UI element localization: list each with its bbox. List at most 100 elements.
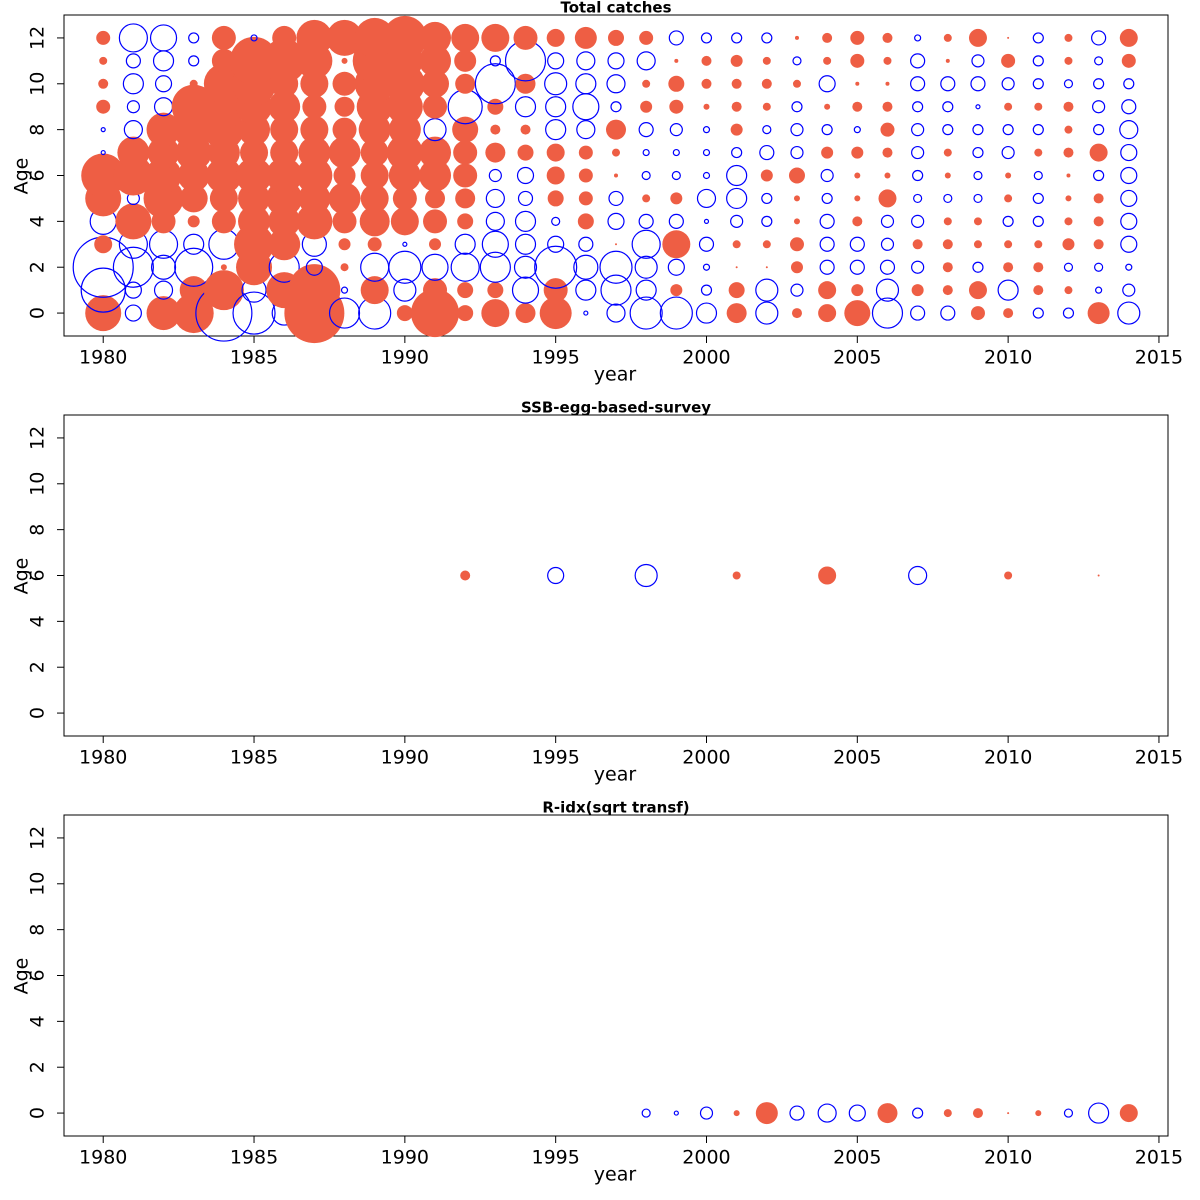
positive-bubble — [266, 157, 303, 194]
negative-bubble — [1032, 55, 1044, 67]
negative-bubble — [702, 171, 711, 180]
y-tick-label: 12 — [27, 26, 49, 50]
y-tick-label: 6 — [27, 569, 49, 581]
positive-bubble — [81, 153, 126, 198]
positive-bubble — [1087, 302, 1110, 325]
negative-bubble — [698, 236, 715, 252]
positive-bubble — [578, 191, 593, 206]
negative-bubble — [911, 214, 925, 228]
positive-bubble — [452, 116, 479, 143]
negative-bubble — [667, 258, 685, 276]
negative-bubble — [250, 34, 258, 42]
negative-bubble — [880, 214, 895, 228]
positive-bubble — [1093, 193, 1104, 204]
negative-bubble — [755, 301, 779, 325]
positive-bubble — [640, 100, 653, 113]
negative-bubble — [1093, 169, 1105, 182]
negative-bubble — [1095, 286, 1103, 294]
positive-bubble — [1089, 143, 1108, 162]
negative-bubble — [659, 296, 693, 330]
positive-bubble — [882, 101, 893, 112]
positive-bubble — [882, 32, 893, 43]
negative-bubble — [154, 75, 173, 93]
positive-bubble — [1033, 285, 1044, 296]
y-tick-label: 6 — [27, 969, 49, 981]
x-tick-label: 2000 — [682, 747, 730, 769]
negative-bubble — [572, 93, 600, 121]
positive-bubble — [543, 278, 568, 303]
negative-bubble — [761, 32, 773, 44]
positive-bubble — [762, 240, 771, 249]
negative-bubble — [635, 279, 657, 301]
positive-bubble — [1007, 36, 1010, 39]
negative-bubble — [908, 565, 928, 586]
negative-bubble — [1120, 143, 1138, 162]
negative-bubble — [450, 252, 480, 282]
positive-bubble — [234, 224, 275, 265]
positive-bubble — [574, 26, 597, 49]
negative-bubble — [629, 296, 663, 330]
y-tick-label: 12 — [27, 426, 49, 450]
positive-bubble — [98, 78, 109, 89]
negative-bubble — [608, 190, 624, 207]
negative-bubble — [606, 74, 626, 94]
positive-bubble — [669, 99, 684, 114]
negative-bubble — [124, 281, 142, 299]
x-tick-label: 1990 — [381, 347, 429, 369]
negative-bubble — [1063, 1108, 1074, 1118]
positive-bubble — [732, 240, 741, 249]
positive-bubble — [789, 237, 804, 252]
negative-bubble — [821, 192, 833, 205]
negative-bubble — [1032, 215, 1044, 227]
plot-frame — [63, 814, 1169, 1137]
positive-bubble — [360, 138, 389, 167]
positive-bubble — [99, 56, 108, 65]
negative-bubble — [641, 170, 651, 181]
positive-bubble — [911, 284, 924, 297]
positive-bubble — [1121, 53, 1136, 68]
positive-bubble — [821, 146, 834, 159]
x-tick-label: 2010 — [984, 347, 1032, 369]
positive-bubble — [382, 15, 427, 60]
negative-bubble — [610, 101, 622, 113]
negative-bubble — [1094, 56, 1104, 66]
positive-bubble — [115, 203, 152, 240]
negative-bubble — [972, 146, 984, 159]
y-tick-label: 4 — [27, 215, 49, 227]
x-axis-label: year — [594, 1164, 637, 1186]
negative-bubble — [762, 125, 772, 135]
negative-bubble — [819, 259, 835, 275]
negative-bubble — [1120, 235, 1138, 253]
positive-bubble — [818, 304, 837, 323]
positive-bubble — [517, 144, 534, 161]
negative-bubble — [912, 101, 924, 113]
negative-bubble — [573, 254, 599, 280]
positive-bubble — [762, 102, 771, 111]
negative-bubble — [973, 170, 983, 181]
positive-bubble — [942, 239, 953, 250]
positive-bubble — [396, 305, 413, 322]
positive-bubble — [850, 53, 865, 68]
negative-bubble — [910, 76, 926, 92]
positive-bubble — [296, 203, 333, 240]
positive-bubble — [425, 188, 446, 209]
positive-bubble — [546, 166, 565, 185]
positive-bubble — [334, 96, 355, 117]
negative-bubble — [790, 145, 804, 160]
negative-bubble — [575, 73, 597, 95]
positive-bubble — [96, 30, 111, 45]
x-tick-label: 2010 — [984, 1147, 1032, 1169]
positive-bubble — [1034, 240, 1043, 249]
positive-bubble — [824, 103, 831, 110]
positive-bubble — [730, 54, 743, 67]
negative-bubble — [1093, 124, 1105, 136]
negative-bubble — [124, 304, 142, 322]
positive-bubble — [457, 282, 474, 299]
negative-bubble — [789, 1105, 805, 1121]
positive-bubble — [608, 29, 624, 46]
negative-bubble — [700, 284, 713, 296]
negative-bubble — [668, 213, 684, 229]
positive-bubble — [332, 71, 357, 96]
negative-bubble — [819, 213, 835, 229]
positive-bubble — [515, 303, 536, 324]
